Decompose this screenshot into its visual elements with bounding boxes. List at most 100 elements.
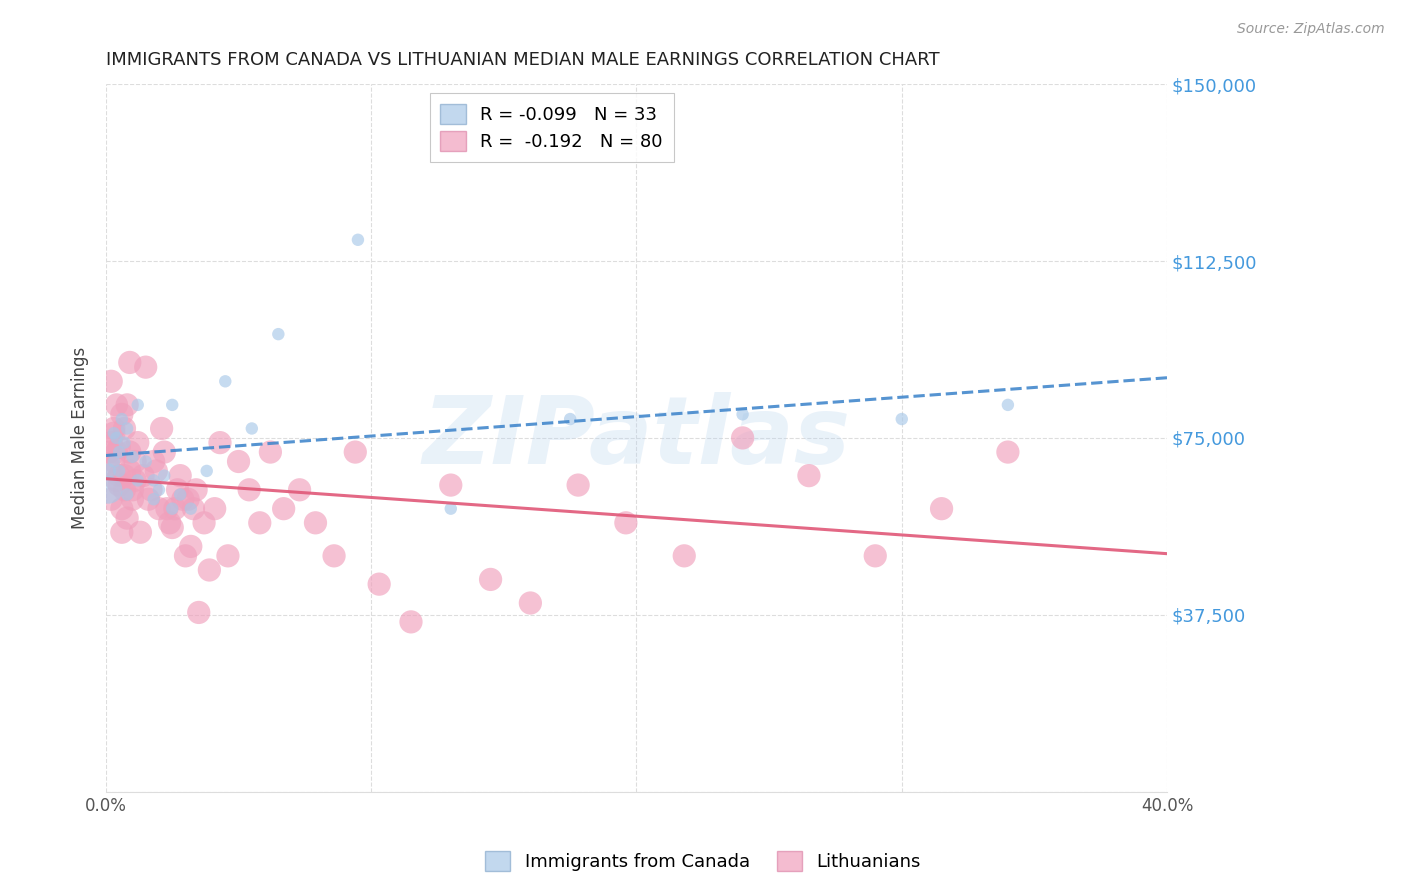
Point <box>150 421 173 435</box>
Point <box>163 501 186 516</box>
Point <box>114 468 136 483</box>
Point <box>115 398 138 412</box>
Point <box>249 516 271 530</box>
Point <box>114 435 136 450</box>
Point <box>259 445 281 459</box>
Point <box>323 549 346 563</box>
Point <box>288 483 311 497</box>
Point <box>103 426 125 441</box>
Point <box>214 374 236 388</box>
Point <box>108 464 131 478</box>
Point <box>103 421 125 435</box>
Point <box>614 516 637 530</box>
Point <box>114 483 136 497</box>
Point <box>108 468 131 483</box>
Point <box>142 474 165 488</box>
Point <box>267 327 290 342</box>
Point <box>127 435 149 450</box>
Point <box>731 431 754 445</box>
Point <box>139 483 162 497</box>
Y-axis label: Median Male Earnings: Median Male Earnings <box>72 347 89 529</box>
Point <box>115 511 138 525</box>
Point <box>108 441 131 455</box>
Point <box>731 407 754 421</box>
Point <box>344 445 367 459</box>
Point <box>440 501 463 516</box>
Point <box>153 445 176 459</box>
Point <box>108 445 131 459</box>
Point <box>135 360 157 375</box>
Legend: R = -0.099   N = 33, R =  -0.192   N = 80: R = -0.099 N = 33, R = -0.192 N = 80 <box>430 93 673 161</box>
Point <box>127 398 149 412</box>
Point <box>208 435 231 450</box>
Point <box>399 615 422 629</box>
Point <box>103 426 125 441</box>
Point <box>124 474 146 488</box>
Point <box>148 501 170 516</box>
Point <box>519 596 541 610</box>
Point <box>97 459 120 474</box>
Point <box>142 492 165 507</box>
Point <box>673 549 696 563</box>
Point <box>148 483 170 497</box>
Point <box>100 435 122 450</box>
Point <box>121 483 143 497</box>
Point <box>797 468 820 483</box>
Point <box>111 412 134 426</box>
Point <box>115 487 138 501</box>
Point <box>118 464 141 478</box>
Point <box>166 483 188 497</box>
Point <box>172 492 194 507</box>
Point <box>160 501 183 516</box>
Point <box>118 355 141 369</box>
Point <box>153 468 176 483</box>
Point <box>193 516 215 530</box>
Point <box>159 516 181 530</box>
Point <box>177 492 200 507</box>
Point <box>479 573 502 587</box>
Point <box>560 412 582 426</box>
Point <box>347 233 370 247</box>
Point <box>169 487 191 501</box>
Point <box>217 549 239 563</box>
Point <box>111 407 134 421</box>
Point <box>111 525 134 540</box>
Point <box>195 464 218 478</box>
Point <box>100 374 122 388</box>
Text: IMMIGRANTS FROM CANADA VS LITHUANIAN MEDIAN MALE EARNINGS CORRELATION CHART: IMMIGRANTS FROM CANADA VS LITHUANIAN MED… <box>105 51 939 69</box>
Point <box>105 474 128 488</box>
Point <box>129 525 152 540</box>
Point <box>145 464 167 478</box>
Text: Source: ZipAtlas.com: Source: ZipAtlas.com <box>1237 22 1385 37</box>
Point <box>114 421 136 435</box>
Point <box>180 501 202 516</box>
Point <box>111 501 134 516</box>
Point <box>100 492 122 507</box>
Point <box>115 421 138 435</box>
Point <box>997 398 1019 412</box>
Point <box>187 606 209 620</box>
Point <box>124 454 146 468</box>
Point <box>183 501 205 516</box>
Point <box>228 454 250 468</box>
Point <box>997 445 1019 459</box>
Point <box>440 478 463 492</box>
Point <box>184 483 207 497</box>
Point <box>108 478 131 492</box>
Legend: Immigrants from Canada, Lithuanians: Immigrants from Canada, Lithuanians <box>478 844 928 879</box>
Point <box>138 492 160 507</box>
Point <box>368 577 391 591</box>
Point <box>890 412 912 426</box>
Point <box>103 454 125 468</box>
Point <box>105 431 128 445</box>
Point <box>238 483 260 497</box>
Point <box>273 501 295 516</box>
Point <box>198 563 221 577</box>
Point <box>121 450 143 464</box>
Point <box>174 549 197 563</box>
Point <box>160 520 183 534</box>
Point <box>135 454 157 468</box>
Point <box>931 501 953 516</box>
Point <box>127 474 149 488</box>
Point <box>180 540 202 554</box>
